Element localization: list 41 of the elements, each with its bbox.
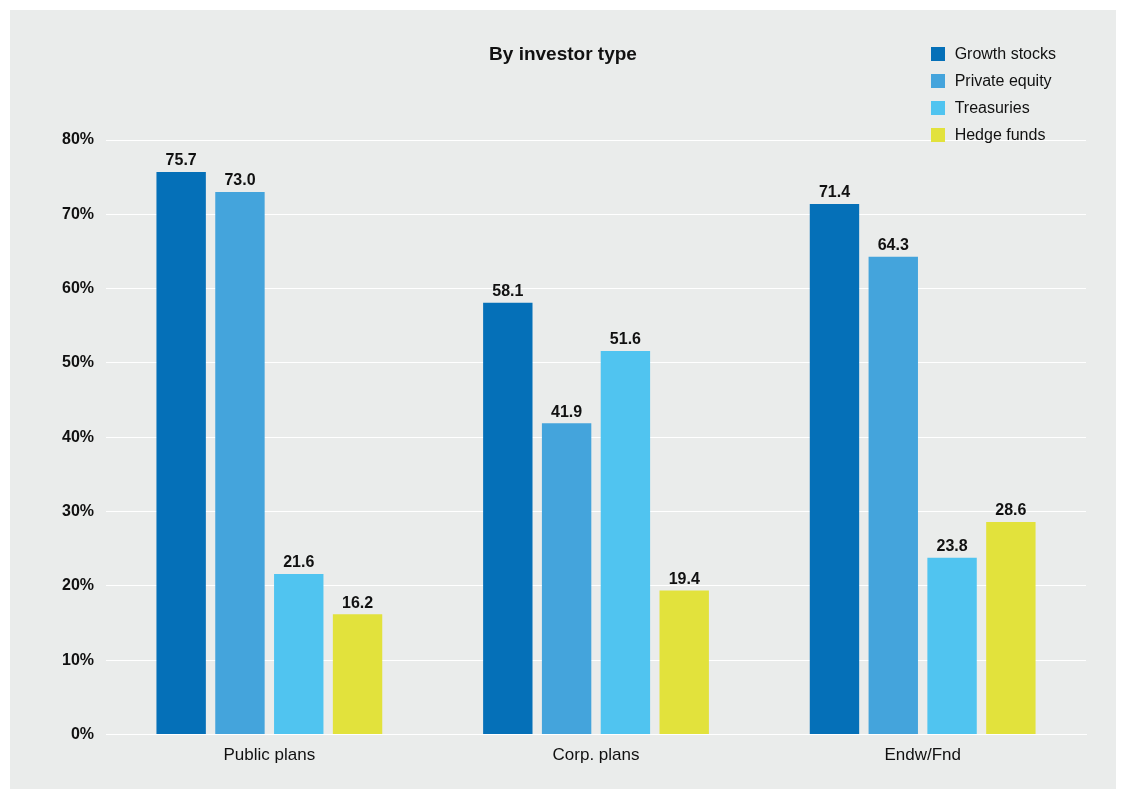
- y-tick-label: 20%: [61, 576, 95, 594]
- x-tick-label: Public plans: [223, 745, 316, 765]
- data-label: 19.4: [668, 569, 700, 587]
- y-tick-label: 0%: [70, 725, 95, 743]
- y-tick-label: 60%: [61, 279, 95, 297]
- data-label: 64.3: [877, 236, 909, 254]
- legend-label: Growth stocks: [954, 44, 1056, 63]
- y-tick-label: 30%: [61, 502, 95, 520]
- bar: [986, 522, 1036, 735]
- bar: [156, 171, 206, 735]
- bar: [274, 574, 324, 735]
- y-tick-label: 80%: [61, 130, 95, 148]
- bar: [483, 302, 533, 735]
- legend-label: Hedge funds: [954, 125, 1046, 144]
- y-tick-label: 40%: [61, 427, 95, 445]
- bar: [927, 557, 977, 735]
- legend-label: Treasuries: [954, 98, 1030, 117]
- data-label: 71.4: [818, 183, 851, 201]
- data-label: 75.7: [165, 151, 197, 169]
- y-tick-label: 70%: [61, 204, 95, 222]
- legend-label: Private equity: [954, 71, 1052, 90]
- data-label: 51.6: [609, 330, 642, 348]
- data-label: 28.6: [995, 501, 1027, 519]
- data-label: 16.2: [341, 593, 374, 611]
- bar: [600, 351, 651, 735]
- x-tick-label: Corp. plans: [552, 745, 640, 765]
- bar: [868, 256, 918, 735]
- data-label: 41.9: [551, 402, 583, 420]
- data-label: 73.0: [224, 171, 256, 189]
- bar: [541, 423, 592, 735]
- data-label: 23.8: [936, 537, 968, 555]
- bar: [332, 614, 383, 735]
- bar: [809, 203, 860, 735]
- y-tick-label: 10%: [61, 650, 95, 668]
- chart-title: By investor type: [489, 43, 637, 64]
- data-label: 58.1: [492, 282, 524, 300]
- bar: [215, 192, 265, 735]
- x-tick-label: Endw/Fnd: [884, 745, 961, 765]
- data-label: 21.6: [283, 553, 315, 571]
- y-tick-label: 50%: [61, 353, 95, 371]
- bar: [659, 590, 709, 735]
